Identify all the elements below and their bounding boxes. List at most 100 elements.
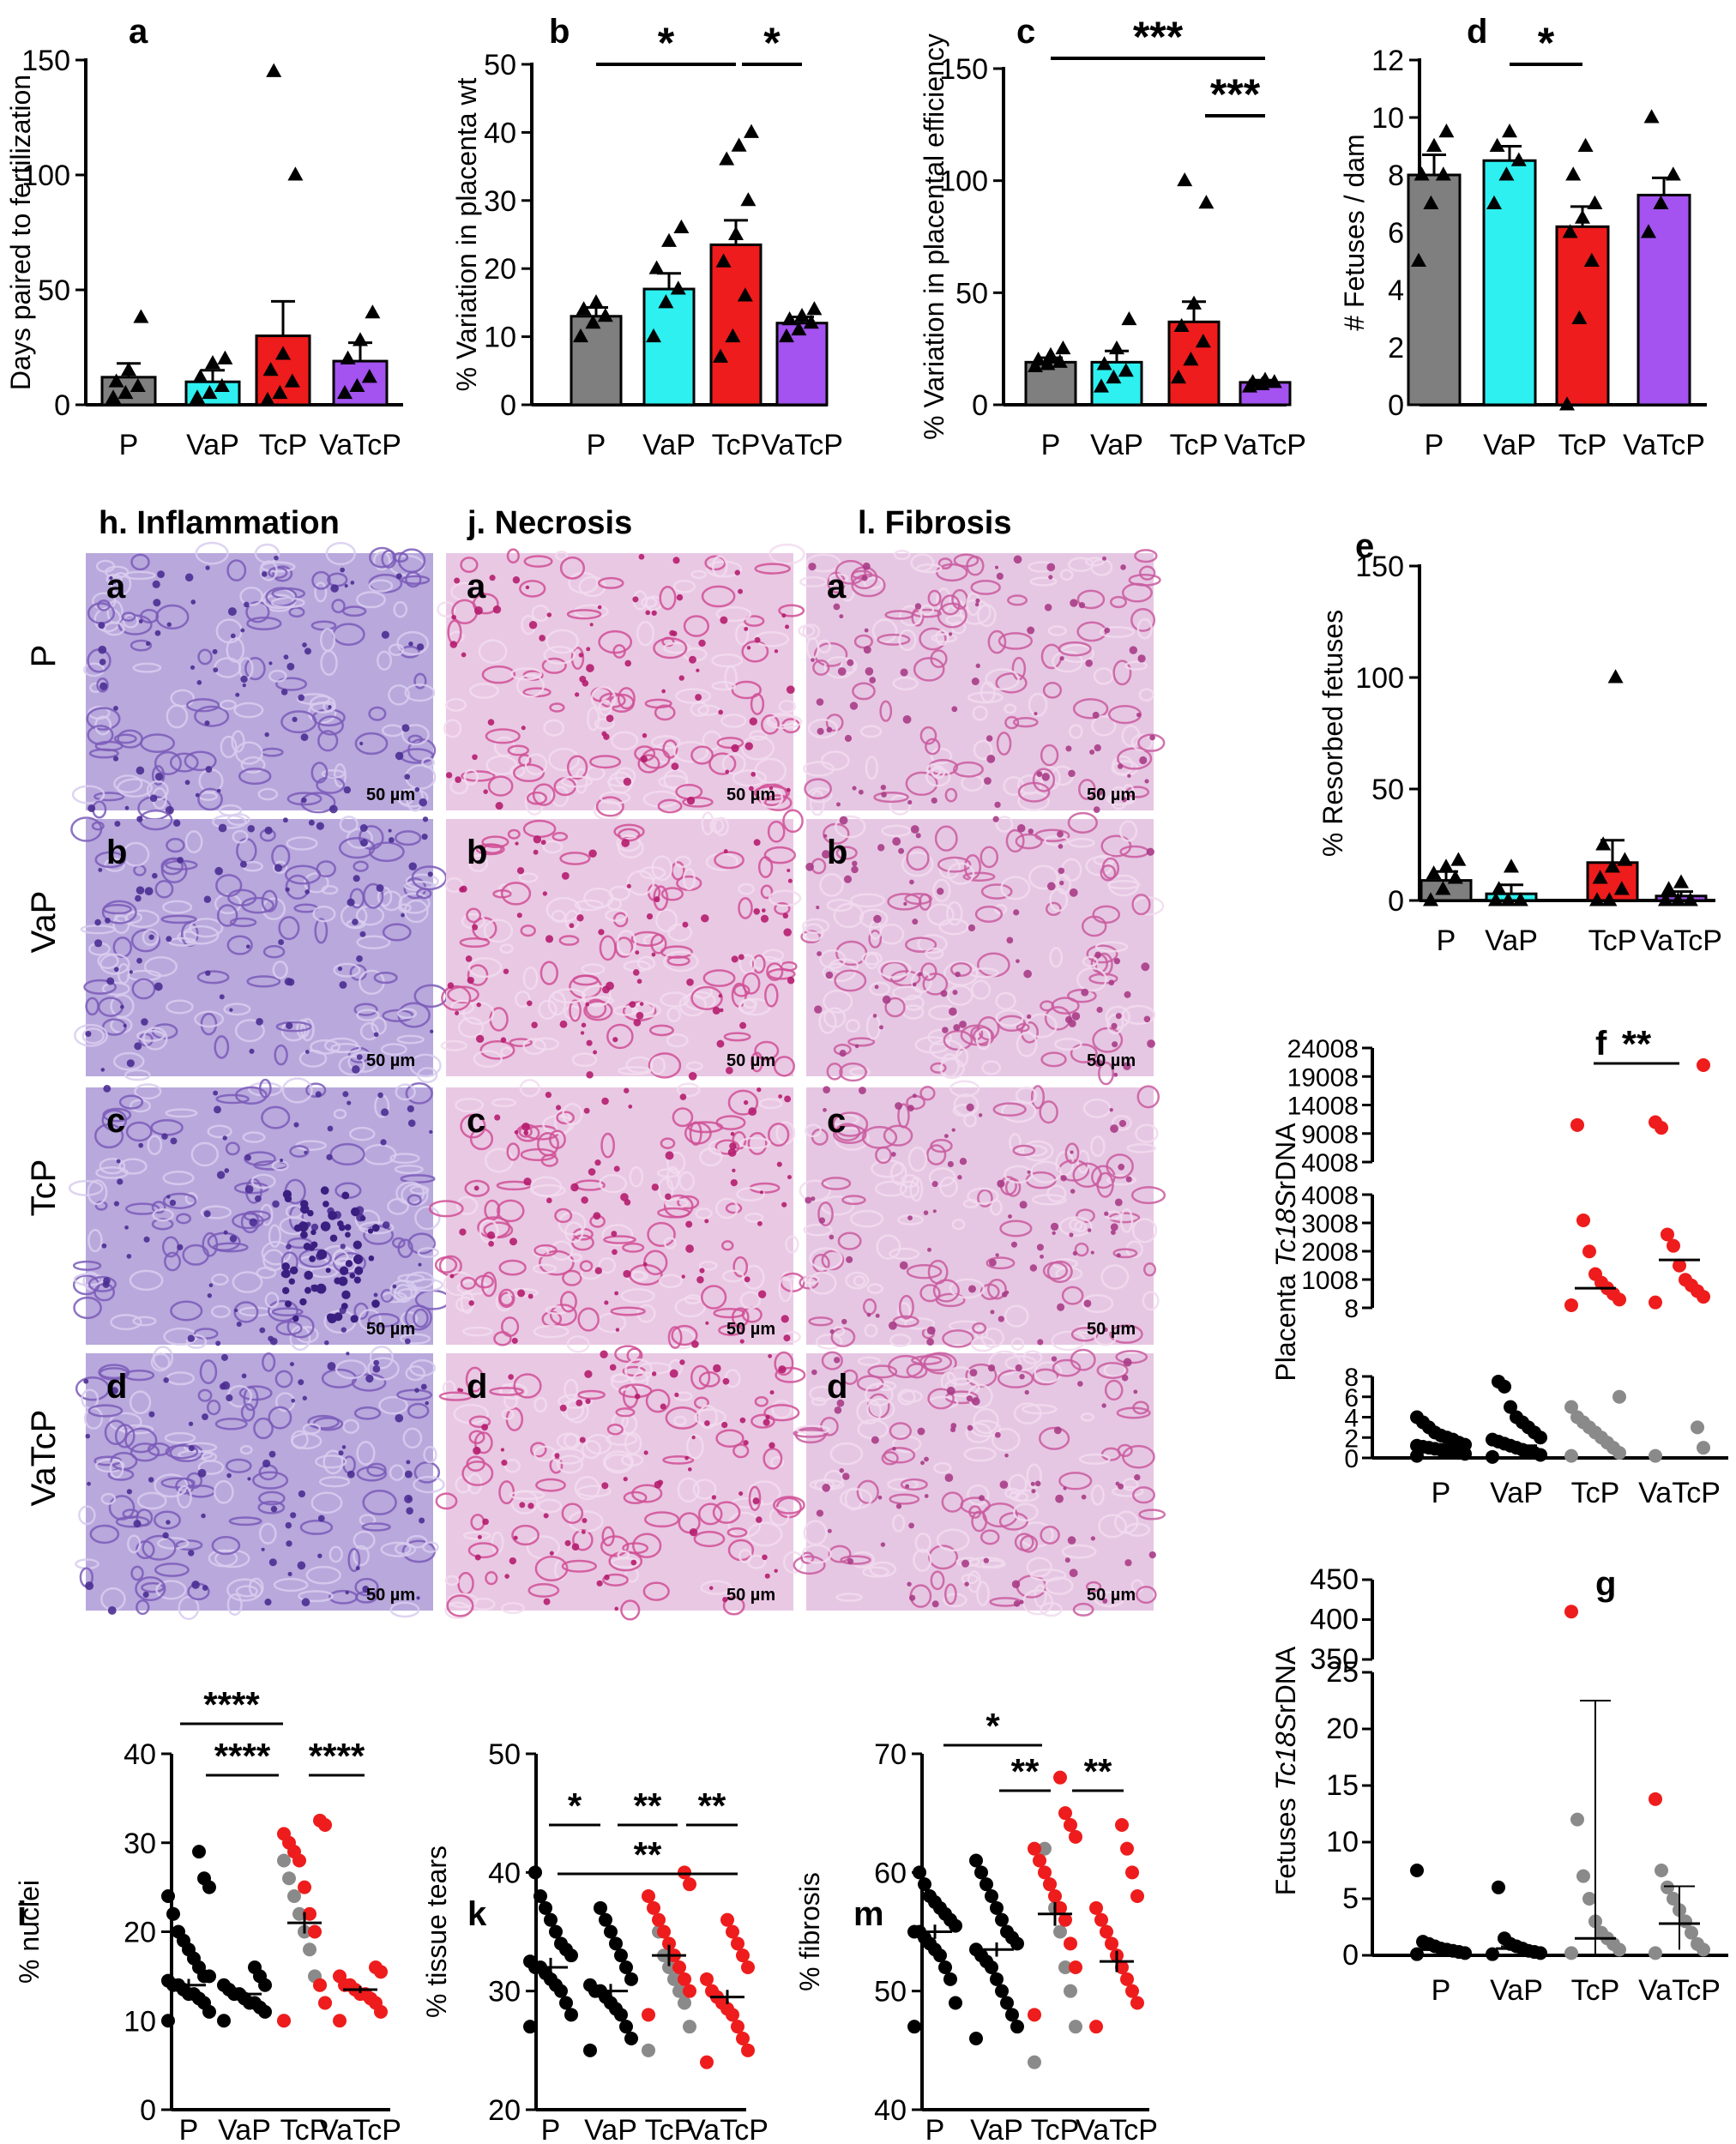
tissue-nucleus: [488, 1240, 494, 1247]
tissue-nucleus: [730, 1131, 735, 1136]
tissue-cell: [722, 1596, 745, 1616]
chart-g-point-P: [1410, 1864, 1424, 1877]
panel-letter: d: [106, 1368, 127, 1406]
tissue-nucleus: [705, 1321, 709, 1325]
tissue-cell: [483, 1221, 514, 1239]
tissue-nucleus: [473, 605, 483, 615]
chart-m-point-VaTcP: [1130, 1996, 1144, 2010]
tissue-cell: [410, 1278, 444, 1292]
chart-a-point: [260, 391, 275, 407]
tissue-cell: [631, 1484, 663, 1503]
tissue-nucleus: [918, 972, 923, 977]
tissue-nucleus: [632, 596, 639, 603]
tissue-nucleus: [1143, 1015, 1151, 1023]
tissue-cell: [511, 1524, 540, 1546]
tissue-cell: [246, 616, 282, 631]
tissue-cell: [152, 1208, 174, 1222]
tissue-cell: [629, 1165, 644, 1188]
tissue-cell: [624, 1358, 654, 1383]
tissue-nucleus: [268, 1558, 277, 1567]
tissue-cell: [992, 1102, 1027, 1117]
tissue-nucleus: [1124, 991, 1131, 998]
tissue-nucleus: [743, 1440, 749, 1446]
tissue-cell: [234, 1019, 265, 1043]
chart-f-ytick-label: 9008: [1301, 1121, 1359, 1149]
chart-k-point-P: [554, 1936, 568, 1951]
tissue-nucleus: [967, 1424, 973, 1431]
chart-c-ytick-label: 0: [972, 389, 988, 422]
tissue-cell: [594, 718, 615, 730]
tissue-cell: [131, 978, 156, 1000]
chart-e-point: [1450, 852, 1467, 866]
chart-m-point-TcP: [1053, 1924, 1067, 1939]
tissue-cell: [501, 1602, 526, 1614]
histology-header-0: h. Inflammation: [99, 505, 340, 541]
tissue-cell: [559, 852, 591, 865]
tissue-nucleus: [1051, 1356, 1058, 1362]
tissue-cell: [949, 1080, 980, 1098]
tissue-cell: [666, 1033, 689, 1048]
tissue-cell: [995, 991, 1016, 1010]
tissue-cell: [769, 1506, 790, 1527]
tissue-cell: [642, 1581, 670, 1601]
tissue-cell: [585, 1434, 612, 1455]
tissue-cell: [160, 1477, 196, 1489]
tissue-cell: [999, 1220, 1033, 1238]
panel-letter: a: [467, 568, 486, 605]
tissue-cell: [109, 1459, 124, 1479]
tissue-cell: [462, 1531, 491, 1540]
tissue-nucleus: [811, 658, 815, 662]
tissue-cell: [890, 1161, 907, 1186]
tissue-nucleus: [633, 1019, 642, 1027]
tissue-cell: [1016, 1031, 1038, 1057]
tissue-cell: [869, 1561, 897, 1578]
tissue-cell: [1064, 1142, 1080, 1165]
chart-i-xtick-label: VaP: [218, 2114, 271, 2144]
tissue-nucleus: [514, 1129, 519, 1135]
tissue-cell: [663, 641, 691, 654]
tissue-cell: [967, 691, 1004, 704]
tissue-nucleus: [482, 1518, 489, 1526]
tissue-nucleus: [395, 1413, 404, 1423]
tissue-nucleus: [461, 652, 467, 658]
tissue-nucleus: [686, 796, 696, 805]
tissue-cell: [1130, 608, 1156, 632]
tissue-nucleus: [142, 1591, 149, 1598]
tissue-nucleus: [585, 1002, 590, 1007]
tissue-cell: [239, 1444, 253, 1455]
tissue-nucleus: [416, 1596, 420, 1600]
tissue-nucleus: [636, 979, 642, 985]
tissue-cell: [774, 1351, 794, 1376]
chart-d-xtick-label: VaTcP: [1623, 429, 1705, 461]
tissue-nucleus: [531, 1021, 538, 1028]
tissue-nucleus: [325, 1268, 331, 1274]
tissue-nucleus: [126, 1254, 132, 1259]
tissue-cell: [748, 1485, 762, 1511]
tissue-nucleus: [214, 866, 223, 876]
tissue-cell: [226, 1593, 243, 1617]
chart-a-point: [275, 346, 291, 360]
tissue-cell: [637, 754, 660, 774]
tissue-cell: [856, 1479, 879, 1504]
tissue-nucleus: [1094, 1059, 1103, 1067]
tissue-cell: [805, 1123, 823, 1138]
chart-m-point-VaTcP: [1105, 1936, 1118, 1951]
chart-b-ytick-label: 0: [500, 389, 516, 422]
chart-k-ytick-label: 20: [488, 2094, 521, 2127]
tissue-cell: [823, 1007, 847, 1028]
chart-k-point-VaP: [624, 1972, 638, 1986]
tissue-nucleus: [203, 1210, 211, 1218]
chart-b-point: [713, 348, 728, 363]
tissue-nucleus: [1040, 1254, 1045, 1259]
chart-a-point: [130, 377, 146, 393]
tissue-cell: [769, 543, 805, 565]
tissue-cell: [388, 643, 405, 656]
tissue-nucleus: [679, 1359, 685, 1365]
tissue-cell: [690, 1364, 711, 1390]
chart-d-sig-label: *: [1538, 19, 1555, 67]
tissue-nucleus: [347, 1100, 352, 1105]
tissue-cell: [825, 714, 844, 732]
tissue-cell: [310, 1039, 341, 1055]
tissue-nucleus: [875, 1313, 880, 1318]
